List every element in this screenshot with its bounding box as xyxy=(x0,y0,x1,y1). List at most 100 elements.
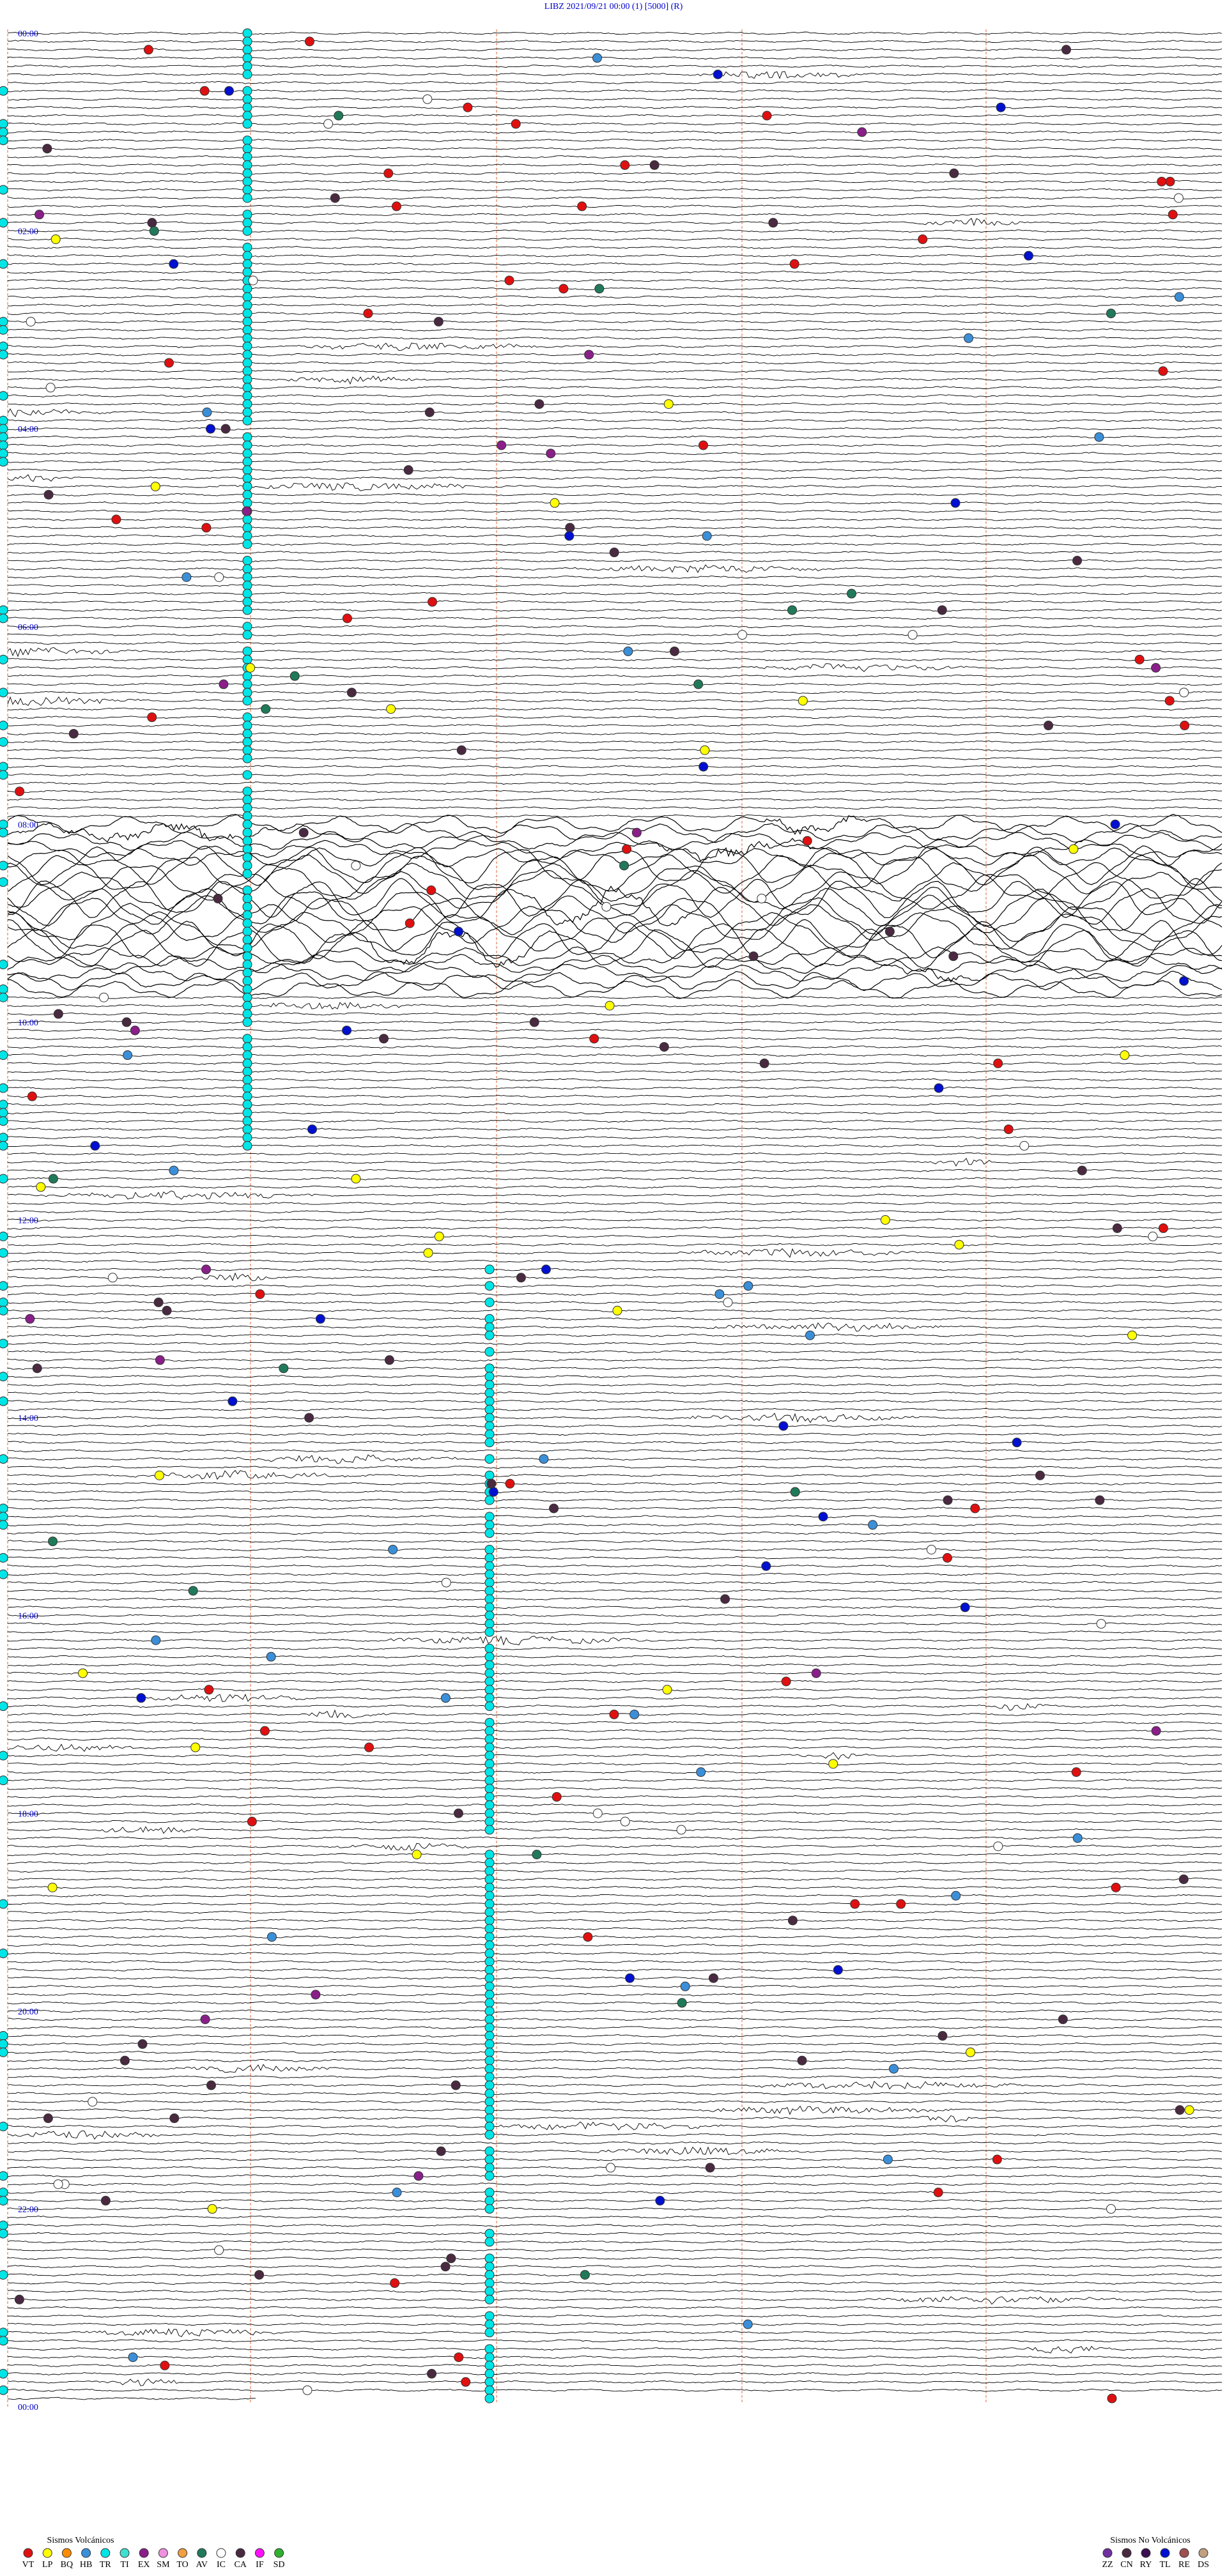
event-dot xyxy=(0,1701,8,1712)
trace xyxy=(7,2289,1223,2293)
trace xyxy=(7,1045,1223,1049)
event-dot xyxy=(649,160,660,170)
event-dot xyxy=(0,1751,8,1761)
trace xyxy=(7,2378,1223,2386)
event-dot xyxy=(609,548,619,558)
event-dot xyxy=(242,292,252,302)
event-dot xyxy=(950,498,961,508)
event-dot xyxy=(242,250,252,261)
event-dot xyxy=(242,168,252,178)
event-dot xyxy=(242,391,252,401)
event-dot xyxy=(960,1602,970,1613)
event-dot xyxy=(484,1924,495,1934)
event-dot xyxy=(996,102,1006,112)
event-dot xyxy=(1072,556,1083,566)
event-dot xyxy=(242,111,252,121)
trace xyxy=(7,1721,1223,1724)
event-dot xyxy=(242,102,252,112)
event-dot xyxy=(484,1495,495,1505)
trace xyxy=(7,1556,1223,1560)
trace xyxy=(7,1688,1223,1692)
event-dot xyxy=(850,1899,860,1909)
event-dot xyxy=(0,1305,8,1315)
event-dot xyxy=(1184,2105,1194,2115)
trace xyxy=(7,1671,1223,1675)
event-dot xyxy=(0,1133,8,1143)
trace xyxy=(7,773,1223,777)
event-dot xyxy=(0,1520,8,1530)
trace xyxy=(7,1993,1223,1997)
event-dot xyxy=(484,1965,495,1975)
trace xyxy=(7,657,1223,661)
legend-code: DS xyxy=(1198,2560,1209,2570)
trace xyxy=(7,2121,1223,2131)
trace xyxy=(7,1103,1223,1107)
event-dot xyxy=(484,2113,495,2124)
trace xyxy=(7,1787,1223,1790)
event-dot xyxy=(676,1825,686,1835)
trace xyxy=(7,1498,1223,1502)
event-dot xyxy=(242,679,252,689)
event-dot xyxy=(220,424,231,434)
event-dot xyxy=(0,1231,8,1241)
event-dot xyxy=(0,2220,8,2230)
event-dot xyxy=(0,185,8,195)
trace xyxy=(7,1803,1223,1807)
event-dot xyxy=(933,2188,943,2198)
trace xyxy=(7,1144,1223,1147)
event-dot xyxy=(188,1586,198,1596)
trace xyxy=(7,1375,1223,1378)
event-dot xyxy=(833,1965,843,1975)
event-dot xyxy=(0,1050,8,1061)
event-dot xyxy=(484,1907,495,1917)
event-dot xyxy=(0,721,8,731)
trace xyxy=(7,1843,1223,1851)
event-dot xyxy=(1096,1619,1106,1629)
trace xyxy=(7,213,1222,217)
event-dot xyxy=(592,1808,603,1818)
event-dot xyxy=(484,1594,495,1604)
event-dot xyxy=(484,1882,495,1892)
event-dot xyxy=(625,1973,635,1983)
event-dot xyxy=(242,1017,252,1027)
event-dot xyxy=(757,893,767,903)
event-dot xyxy=(45,383,56,393)
event-dot xyxy=(1168,210,1178,220)
event-dot xyxy=(266,1652,276,1662)
event-dot xyxy=(307,1124,317,1135)
event-dot xyxy=(15,786,25,797)
trace xyxy=(7,1358,1223,1362)
event-dot xyxy=(302,2385,313,2395)
trace xyxy=(7,1919,1223,1922)
trace xyxy=(8,1399,1223,1403)
event-dot xyxy=(620,160,630,170)
event-dot xyxy=(346,687,357,698)
event-dot xyxy=(0,960,8,970)
event-dot xyxy=(242,712,252,723)
event-dot xyxy=(200,2014,210,2025)
event-dot xyxy=(1158,1223,1168,1233)
trace xyxy=(7,1853,1223,1857)
event-dot xyxy=(488,1487,498,1497)
time-label: 10:00 xyxy=(18,1018,38,1028)
legend-code: RY xyxy=(1140,2560,1152,2570)
legend-title: Sismos Volcánicos xyxy=(47,2536,114,2545)
trace xyxy=(7,583,1223,587)
legend-swatch xyxy=(23,2548,33,2558)
event-dot xyxy=(818,1512,828,1522)
trace xyxy=(7,1976,1223,1980)
event-dot xyxy=(242,53,252,63)
event-dot xyxy=(484,2039,495,2049)
event-dot xyxy=(154,1470,164,1480)
event-dot xyxy=(242,910,252,920)
event-dot xyxy=(0,654,8,664)
event-dot xyxy=(130,1025,140,1036)
event-dot xyxy=(388,1544,398,1554)
trace xyxy=(7,1694,1222,1702)
event-dot xyxy=(169,1165,179,1176)
event-dot xyxy=(0,457,8,467)
event-dot xyxy=(242,531,252,541)
event-dot xyxy=(0,2385,8,2395)
event-dot xyxy=(242,1066,252,1077)
